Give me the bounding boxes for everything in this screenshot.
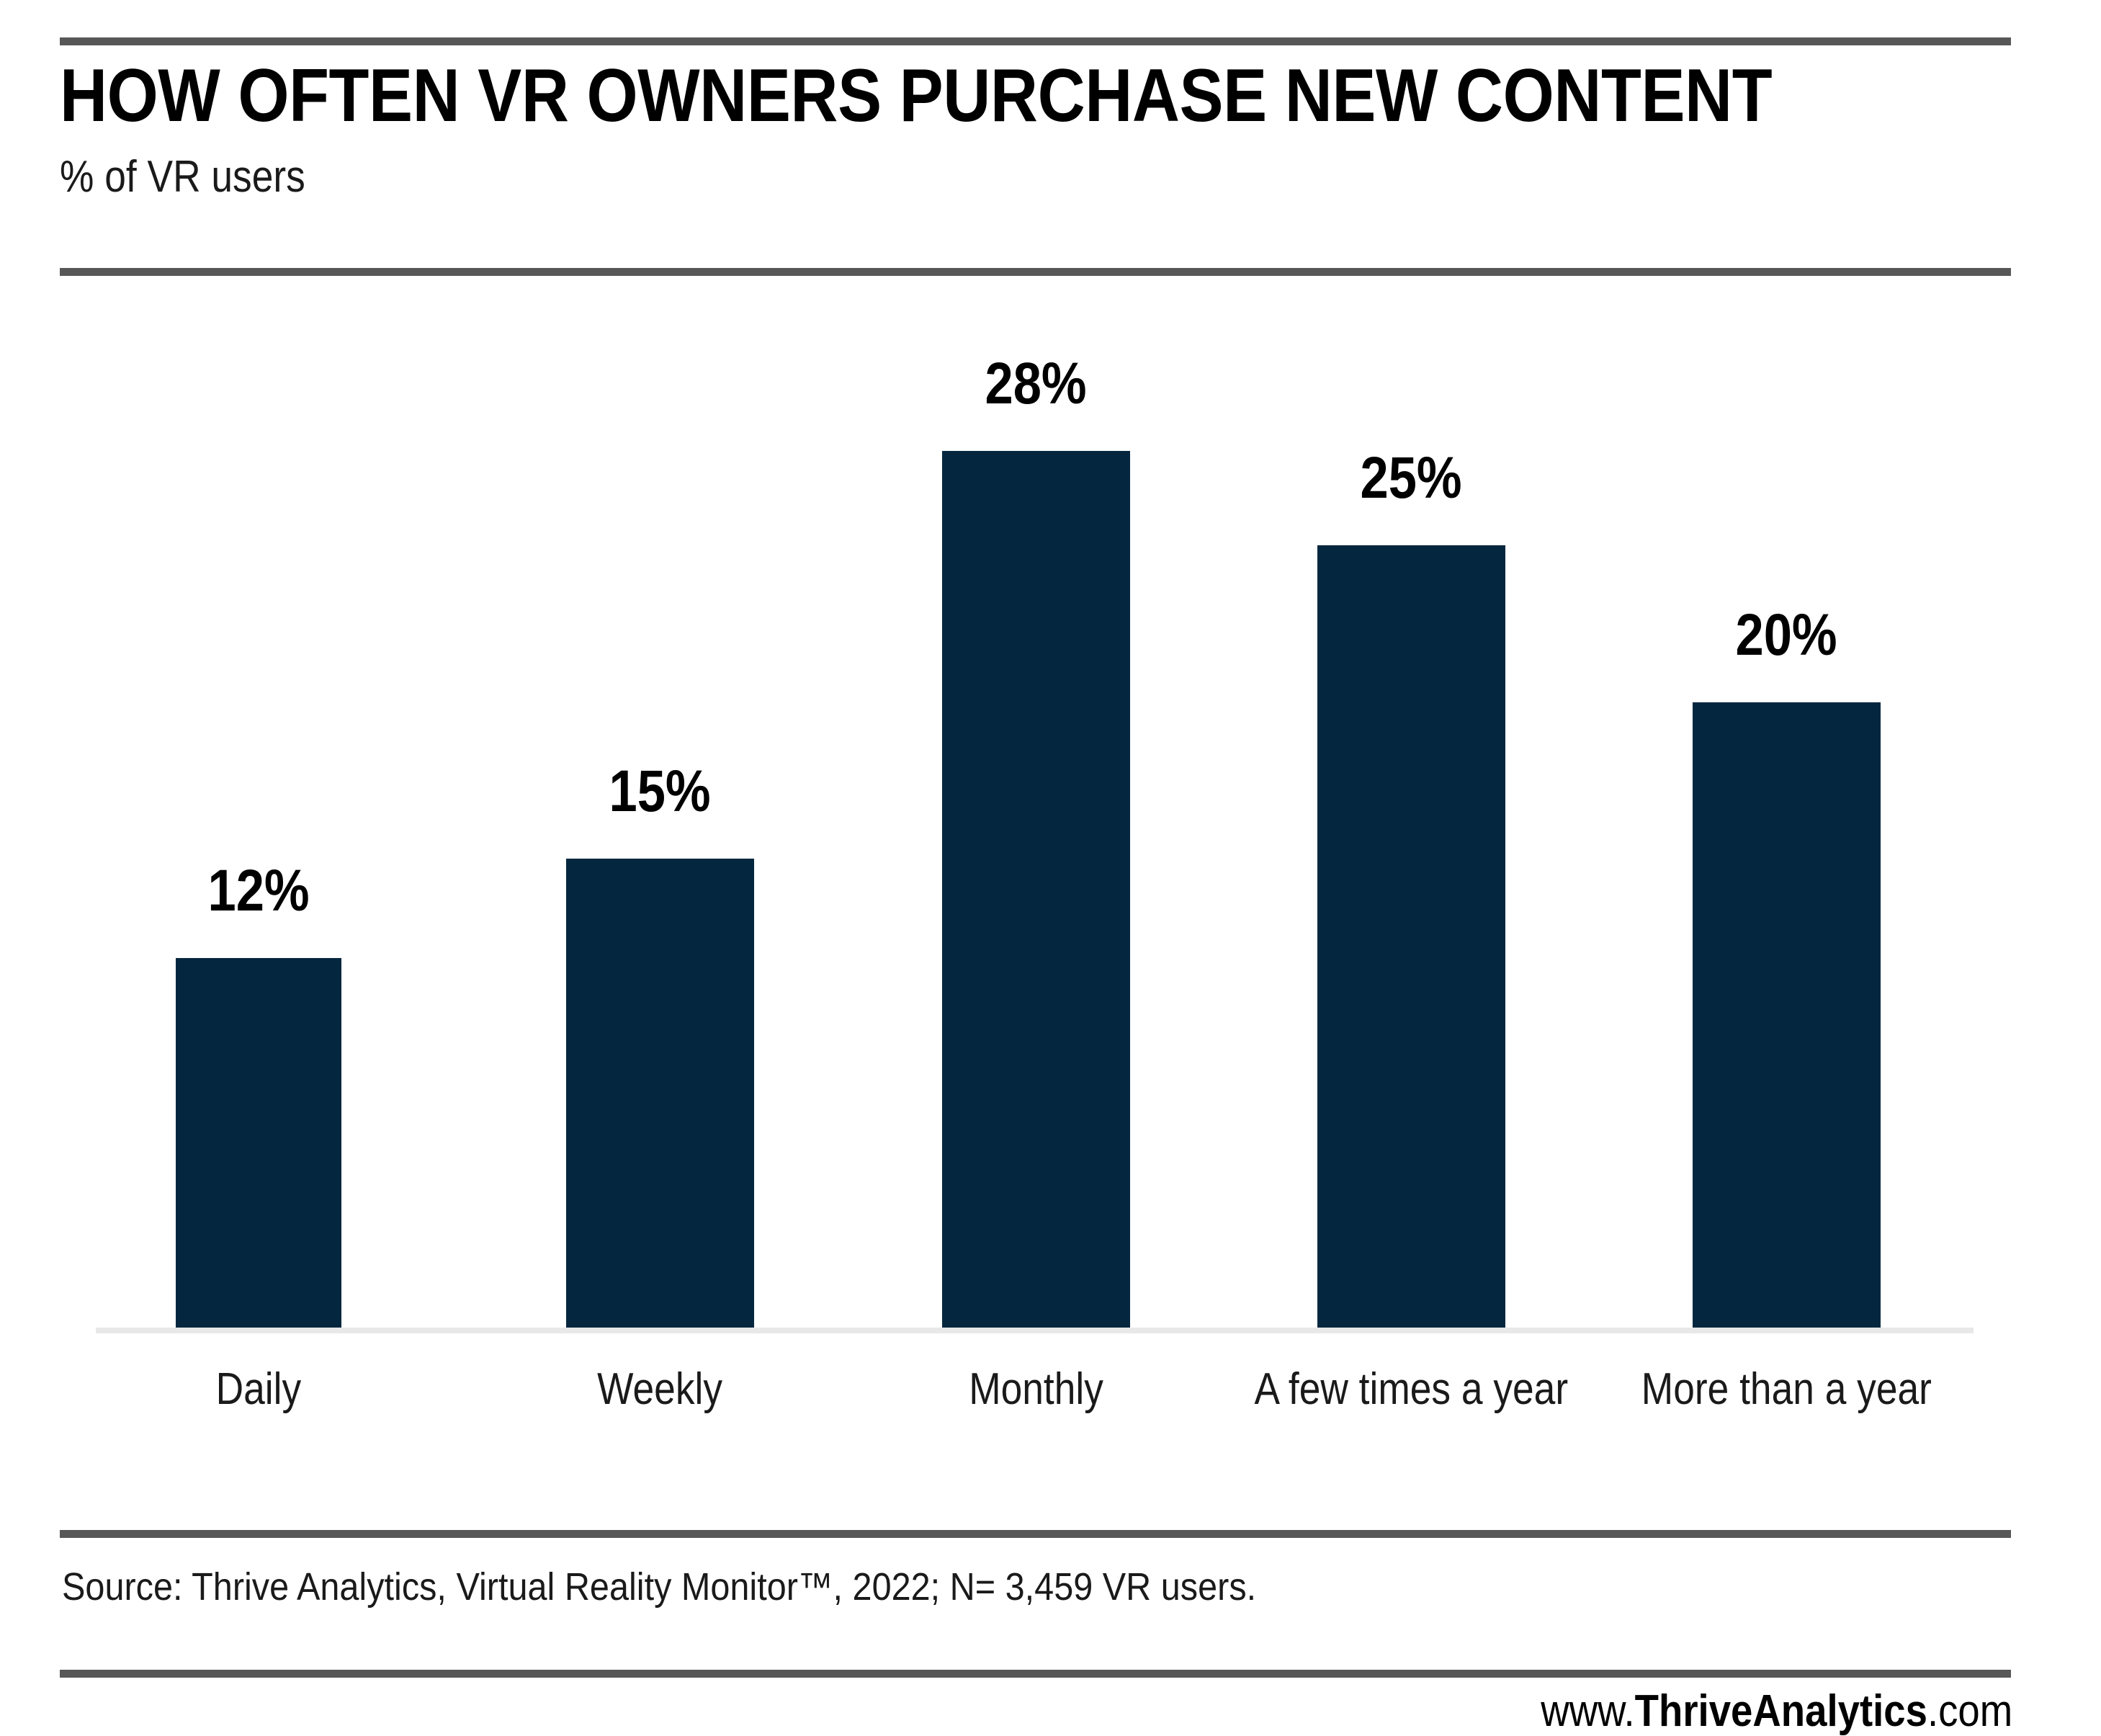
bar-value-label: 15%	[609, 759, 712, 824]
website-suffix: .com	[1927, 1686, 2012, 1736]
source-note: Source: Thrive Analytics, Virtual Realit…	[62, 1565, 1257, 1609]
source-divider	[60, 1530, 2011, 1538]
bar-value-label: 28%	[985, 351, 1088, 416]
bar-more-than-a-year[interactable]	[1693, 702, 1881, 1328]
bar-value-label: 20%	[1735, 602, 1838, 668]
website-url[interactable]: www.ThriveAnalytics.com	[1541, 1689, 2012, 1734]
top-divider	[60, 37, 2011, 45]
header-divider	[60, 268, 2011, 276]
bar-value-label: 12%	[207, 858, 310, 923]
bar-daily[interactable]	[176, 958, 341, 1328]
bar-value-label: 25%	[1360, 445, 1463, 511]
category-label-a-few-times-a-year: A few times a year	[1254, 1364, 1569, 1414]
bar-a-few-times-a-year[interactable]	[1317, 545, 1505, 1328]
bar-weekly[interactable]	[566, 859, 754, 1328]
chart-header: HOW OFTEN VR OWNERS PURCHASE NEW CONTENT…	[60, 58, 2011, 202]
website-name: ThriveAnalytics	[1634, 1686, 1927, 1736]
footer-divider	[60, 1670, 2011, 1678]
category-label-weekly: Weekly	[597, 1364, 723, 1414]
page-title: HOW OFTEN VR OWNERS PURCHASE NEW CONTENT	[60, 54, 1773, 138]
category-label-daily: Daily	[215, 1364, 302, 1414]
bar-monthly[interactable]	[942, 451, 1130, 1328]
category-label-more-than-a-year: More than a year	[1641, 1364, 1932, 1414]
chart-subtitle: % of VR users	[60, 152, 305, 202]
website-prefix: www.	[1541, 1686, 1635, 1736]
x-axis-baseline	[96, 1328, 1974, 1333]
category-label-monthly: Monthly	[969, 1364, 1103, 1414]
